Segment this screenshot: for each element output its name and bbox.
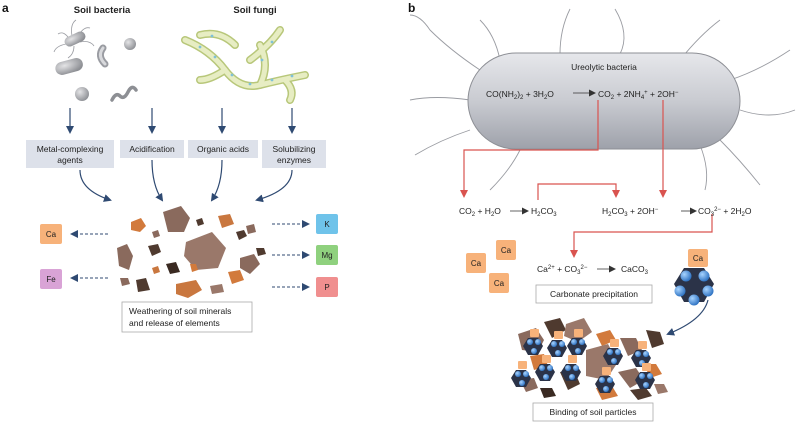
carbonate-precipitation-box [535,284,653,304]
weathering-caption-box [121,301,253,333]
element-tile-k [316,214,338,234]
step2-right: CO32− + 2H2O [698,206,752,218]
cell-title: Ureolytic bacteria [571,62,637,72]
mechanism-box-metal-complexing [26,140,114,168]
soil-fungi-heading: Soil fungi [233,5,276,16]
step2-left: H2CO3 + 2OH− [602,206,659,218]
panel-b-label: b [408,1,415,15]
mechanism-label-4-line2: enzymes [277,155,311,165]
binding-soil-particles-box [532,402,654,422]
mechanism-label-4-line1: Solubilizing [273,144,316,154]
binding-soil-particles-label: Binding of soil particles [550,407,637,417]
element-ca-label: Ca [46,230,57,239]
calcium-ions: Ca Ca Ca [466,240,516,293]
bound-soil-particles [511,318,668,400]
mechanism-arrows [79,159,293,203]
soil-minerals [117,206,266,298]
svg-text:Ca: Ca [494,279,505,288]
precipitation-right: CaCO3 [621,264,649,276]
organism-arrows [66,108,296,134]
mechanism-box-acidification [120,140,184,158]
release-arrows [70,220,310,291]
element-mg-label: Mg [321,251,332,260]
element-k-label: K [324,220,330,229]
bacteria-illustration [53,19,138,102]
precipitation-left: Ca2+ + CO32− [537,264,588,276]
mechanism-label-2: Acidification [129,144,175,154]
urea-reaction-left: CO(NH2)2 + 3H2O [486,89,554,101]
weathering-caption-line2: and release of elements [129,318,220,328]
mechanism-box-solubilizing-enzymes [262,140,326,168]
ureolytic-bacteria-cell [467,52,741,150]
element-fe-label: Fe [46,275,56,284]
element-p-label: P [324,283,329,292]
red-arrows [460,100,713,258]
svg-text:Ca: Ca [501,246,512,255]
urea-reaction-right: CO2 + 2NH4+ + 2OH− [598,89,679,101]
carbonate-precipitation-label: Carbonate precipitation [550,289,638,299]
crystal-to-soil-arrow [666,299,709,336]
mechanism-boxes: Metal-complexing agents Acidification Or… [26,140,326,168]
crystal-ca-label: Ca [693,254,704,263]
element-tile-ca [40,224,62,244]
element-tile-mg [316,245,338,265]
soil-bacteria-heading: Soil bacteria [74,5,131,16]
step1-left: CO2 + H2O [459,206,501,218]
step1-right: H2CO3 [531,206,557,218]
element-tile-fe [40,269,62,289]
svg-text:Ca: Ca [471,259,482,268]
panel-a-label: a [2,1,9,15]
mechanism-label-1-line2: agents [57,155,83,165]
mechanism-label-1-line1: Metal-complexing [37,144,104,154]
mechanism-box-organic-acids [188,140,258,158]
fungi-illustration [181,26,309,104]
weathering-caption-line1: Weathering of soil minerals [129,306,231,316]
calcium-carbonate-crystal: Ca [674,249,714,306]
mechanism-label-3: Organic acids [197,144,249,154]
element-tile-p [316,277,338,297]
element-tiles: Ca Fe K Mg P [40,214,338,297]
